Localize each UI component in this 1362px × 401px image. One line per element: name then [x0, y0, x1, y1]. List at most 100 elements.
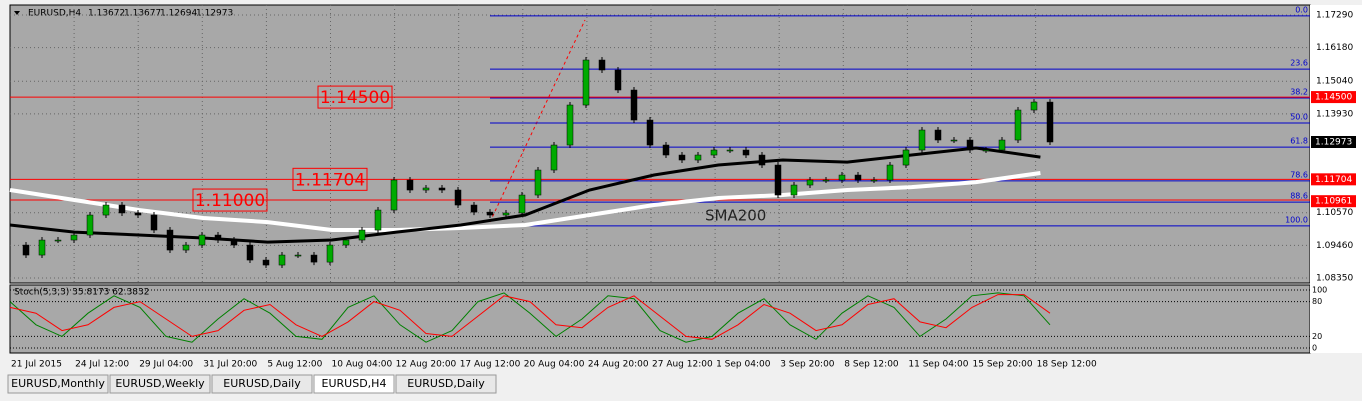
ma-line — [9, 146, 1041, 244]
fib-label: 50.0 — [1290, 112, 1308, 121]
stoch-tick-label: 20 — [1312, 332, 1322, 341]
candle — [534, 169, 542, 196]
candle — [950, 139, 958, 142]
candle — [886, 164, 894, 181]
level-label: 1.14500 — [320, 88, 390, 108]
tab[interactable] — [7, 374, 109, 394]
candle — [294, 254, 302, 257]
tab-label[interactable]: EURUSD,Weekly — [115, 377, 205, 390]
x-tick-label: 21 Jul 2015 — [11, 360, 62, 370]
tab-label[interactable]: EURUSD,Daily — [407, 377, 485, 390]
level-box — [317, 85, 393, 109]
candle — [1046, 101, 1054, 143]
candle — [406, 179, 414, 191]
x-tick-label: 31 Jul 20:00 — [203, 360, 257, 370]
candle — [102, 204, 110, 216]
price-marker — [1311, 195, 1356, 208]
candle — [598, 59, 606, 71]
tab[interactable] — [395, 374, 497, 394]
stoch-tick-label: 80 — [1312, 297, 1322, 306]
x-tick-label: 12 Aug 20:00 — [396, 360, 457, 370]
tab[interactable] — [109, 374, 211, 394]
ohlc-close: 1.12973 — [196, 9, 233, 19]
fib-label: 23.6 — [1290, 59, 1308, 68]
candle — [630, 89, 638, 121]
candle — [502, 212, 510, 216]
candle — [710, 149, 718, 156]
candle — [854, 174, 862, 181]
candle — [22, 244, 30, 256]
candle — [806, 179, 814, 186]
candle — [758, 154, 766, 166]
ohlc-open: 1.13672 — [88, 9, 125, 19]
tab[interactable] — [211, 374, 313, 394]
y-tick-label: 1.09460 — [1316, 241, 1353, 251]
candle — [326, 244, 334, 263]
fib-label: 78.6 — [1290, 170, 1308, 179]
stoch-tick-label: 0 — [1312, 344, 1317, 353]
candle — [582, 59, 590, 106]
candle — [230, 239, 238, 246]
level-box — [192, 188, 268, 212]
tab-label[interactable]: EURUSD,Monthly — [11, 377, 105, 390]
candle — [246, 244, 254, 261]
candle — [678, 154, 686, 161]
candle — [310, 254, 318, 263]
candle — [278, 254, 286, 266]
candle — [870, 179, 878, 182]
candle — [214, 234, 222, 241]
candle — [358, 229, 366, 241]
price-marker-label: 1.14500 — [1315, 93, 1352, 103]
candle — [342, 239, 350, 246]
x-tick-label: 24 Aug 20:00 — [588, 360, 649, 370]
x-tick-label: 11 Sep 04:00 — [908, 360, 968, 370]
candle — [566, 104, 574, 146]
x-tick-label: 5 Aug 12:00 — [267, 360, 322, 370]
x-tick-label: 20 Aug 04:00 — [524, 360, 585, 370]
price-marker — [1311, 91, 1356, 104]
candle — [790, 184, 798, 196]
x-tick-label: 18 Sep 12:00 — [1037, 360, 1097, 370]
stoch-tick-label: 100 — [1312, 286, 1327, 295]
stoch-panel — [9, 284, 1311, 354]
fib-label: 0.0 — [1295, 5, 1308, 14]
x-tick-label: 17 Aug 12:00 — [460, 360, 521, 370]
price-marker-label: 1.10961 — [1315, 197, 1352, 207]
sma200-line — [9, 171, 1041, 232]
candle — [70, 234, 78, 241]
x-tick-label: 27 Aug 12:00 — [652, 360, 713, 370]
sma-label: SMA200 — [705, 207, 766, 225]
candle — [86, 214, 94, 236]
tab-label[interactable]: EURUSD,Daily — [223, 377, 301, 390]
menu-arrow[interactable] — [14, 11, 20, 15]
candle — [694, 154, 702, 161]
stoch-title: Stoch(5,3,3) 35.8173 62.3832 — [14, 288, 149, 298]
candle — [182, 244, 190, 251]
y-tick-label: 1.16180 — [1316, 43, 1353, 53]
fib-label: 100.0 — [1285, 215, 1308, 224]
candle — [966, 139, 974, 151]
y-tick-label: 1.15040 — [1316, 77, 1353, 87]
tab-label[interactable]: EURUSD,H4 — [322, 377, 387, 390]
candle — [646, 119, 654, 146]
candle — [998, 139, 1006, 151]
y-tick-label: 1.17290 — [1316, 11, 1353, 21]
level-label: 1.11704 — [295, 170, 365, 190]
candle — [262, 259, 270, 266]
candle — [150, 214, 158, 231]
candle — [550, 144, 558, 171]
tab[interactable] — [313, 374, 395, 394]
trend-line — [489, 19, 586, 223]
x-tick-label: 24 Jul 12:00 — [75, 360, 129, 370]
candle — [454, 189, 462, 206]
candle — [518, 194, 526, 214]
level-label: 1.11000 — [195, 191, 265, 211]
candle — [198, 234, 206, 246]
candle — [982, 149, 990, 152]
candle — [390, 179, 398, 211]
candle — [422, 187, 430, 191]
candle — [134, 212, 142, 216]
candle — [918, 129, 926, 151]
y-tick-label: 1.08350 — [1316, 273, 1353, 283]
